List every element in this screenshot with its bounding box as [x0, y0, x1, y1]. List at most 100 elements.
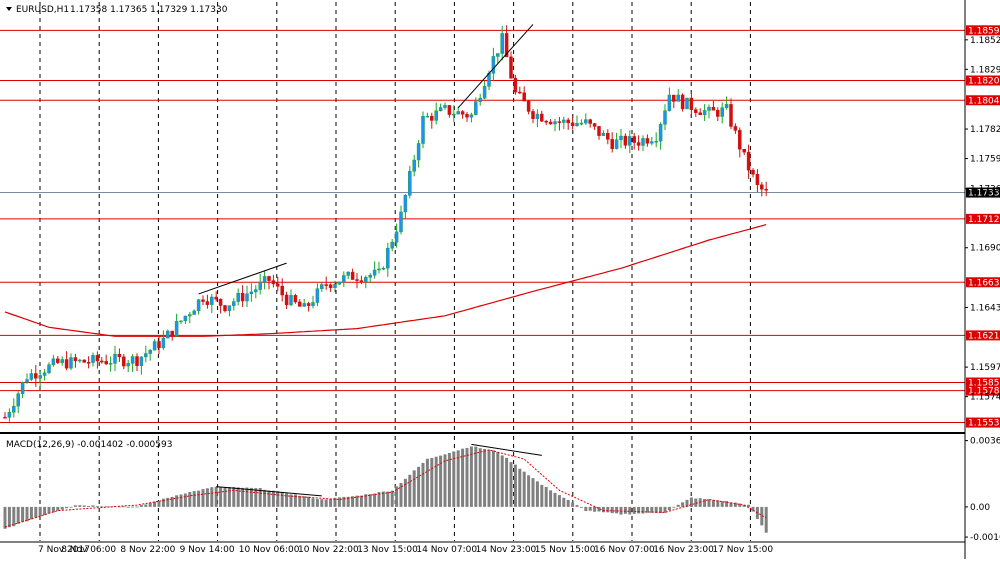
candlestick[interactable] [729, 98, 733, 130]
candlestick[interactable] [469, 112, 474, 123]
candlestick[interactable] [482, 80, 487, 100]
candlestick[interactable] [526, 99, 531, 115]
candlestick[interactable] [720, 102, 724, 124]
candlestick[interactable] [218, 298, 223, 314]
candlestick[interactable] [249, 283, 254, 302]
candlestick[interactable] [478, 93, 482, 106]
candlestick[interactable] [403, 194, 408, 219]
candlestick[interactable] [544, 119, 548, 125]
candlestick[interactable] [271, 274, 276, 288]
candlestick[interactable] [588, 118, 592, 128]
candlestick[interactable] [628, 130, 632, 154]
candlestick[interactable] [152, 339, 157, 351]
candlestick[interactable] [135, 353, 139, 371]
candlestick[interactable] [78, 358, 82, 363]
candlestick[interactable] [34, 365, 38, 387]
candlestick[interactable] [421, 111, 425, 149]
candlestick[interactable] [685, 97, 689, 110]
candlestick[interactable] [166, 329, 170, 339]
candlestick[interactable] [289, 289, 293, 307]
candlestick[interactable] [399, 205, 403, 235]
candlestick[interactable] [60, 356, 64, 366]
candlestick[interactable] [108, 356, 113, 372]
candlestick[interactable] [408, 165, 412, 199]
candlestick[interactable] [337, 281, 342, 285]
candlestick[interactable] [324, 276, 328, 290]
candlestick[interactable] [654, 132, 658, 148]
candlestick[interactable] [610, 132, 614, 153]
candlestick[interactable] [69, 353, 73, 371]
candlestick[interactable] [566, 117, 570, 130]
candlestick[interactable] [130, 354, 135, 372]
candlestick[interactable] [751, 168, 755, 178]
candlestick[interactable] [711, 100, 716, 111]
candlestick[interactable] [205, 294, 210, 309]
candlestick[interactable] [139, 356, 144, 375]
candlestick[interactable] [636, 135, 641, 151]
candlestick[interactable] [632, 132, 636, 150]
candlestick[interactable] [126, 359, 130, 373]
candlestick[interactable] [42, 368, 47, 381]
price-trendline[interactable] [198, 262, 287, 295]
candlestick[interactable] [73, 353, 78, 368]
candlestick[interactable] [346, 271, 350, 280]
candlestick[interactable] [113, 345, 117, 372]
candlestick[interactable] [513, 74, 518, 95]
candlestick[interactable] [509, 51, 513, 79]
candlestick[interactable] [328, 283, 333, 293]
candlestick[interactable] [240, 285, 245, 307]
candlestick[interactable] [614, 132, 619, 150]
candlestick[interactable] [443, 102, 447, 110]
candlestick[interactable] [456, 106, 460, 115]
candlestick[interactable] [350, 268, 355, 280]
candlestick[interactable] [20, 381, 25, 399]
candlestick[interactable] [29, 369, 34, 382]
candlestick[interactable] [447, 104, 452, 118]
candlestick[interactable] [117, 348, 122, 362]
candlestick[interactable] [724, 96, 729, 110]
candlestick[interactable] [764, 181, 768, 197]
candlestick[interactable] [284, 291, 289, 310]
candlestick[interactable] [500, 25, 504, 61]
candlestick[interactable] [179, 320, 183, 324]
candlestick[interactable] [465, 112, 469, 122]
candlestick[interactable] [676, 89, 680, 102]
candlestick[interactable] [368, 273, 372, 283]
candlestick[interactable] [557, 116, 562, 131]
candlestick[interactable] [236, 288, 240, 306]
candlestick[interactable] [82, 359, 86, 363]
candlestick[interactable] [86, 356, 91, 369]
candlestick[interactable] [694, 107, 698, 117]
candlestick[interactable] [491, 47, 496, 82]
candlestick[interactable] [170, 330, 174, 341]
candlestick[interactable] [192, 309, 196, 315]
candlestick[interactable] [16, 391, 20, 414]
candlestick[interactable] [258, 273, 262, 295]
candlestick[interactable] [377, 261, 381, 274]
candlestick[interactable] [394, 223, 399, 248]
candlestick[interactable] [95, 351, 100, 369]
candlestick[interactable] [3, 412, 7, 419]
candlestick[interactable] [650, 136, 654, 146]
candlestick[interactable] [161, 330, 166, 350]
candlestick[interactable] [522, 86, 526, 102]
candlestick[interactable] [416, 139, 421, 168]
candlestick[interactable] [738, 127, 742, 158]
candlestick[interactable] [355, 272, 359, 289]
candlestick[interactable] [430, 112, 434, 129]
candlestick[interactable] [254, 285, 258, 299]
candlestick[interactable] [755, 169, 760, 193]
candlestick[interactable] [157, 335, 161, 355]
price-trendline[interactable] [457, 24, 534, 109]
candlestick[interactable] [183, 315, 188, 325]
candlestick[interactable] [223, 304, 227, 313]
candlestick[interactable] [434, 102, 438, 125]
candlestick[interactable] [7, 408, 12, 422]
macd-trendline[interactable] [216, 486, 322, 497]
candlestick[interactable] [680, 93, 685, 112]
candlestick[interactable] [386, 242, 390, 277]
candlestick[interactable] [381, 266, 386, 271]
candlestick[interactable] [174, 313, 179, 338]
